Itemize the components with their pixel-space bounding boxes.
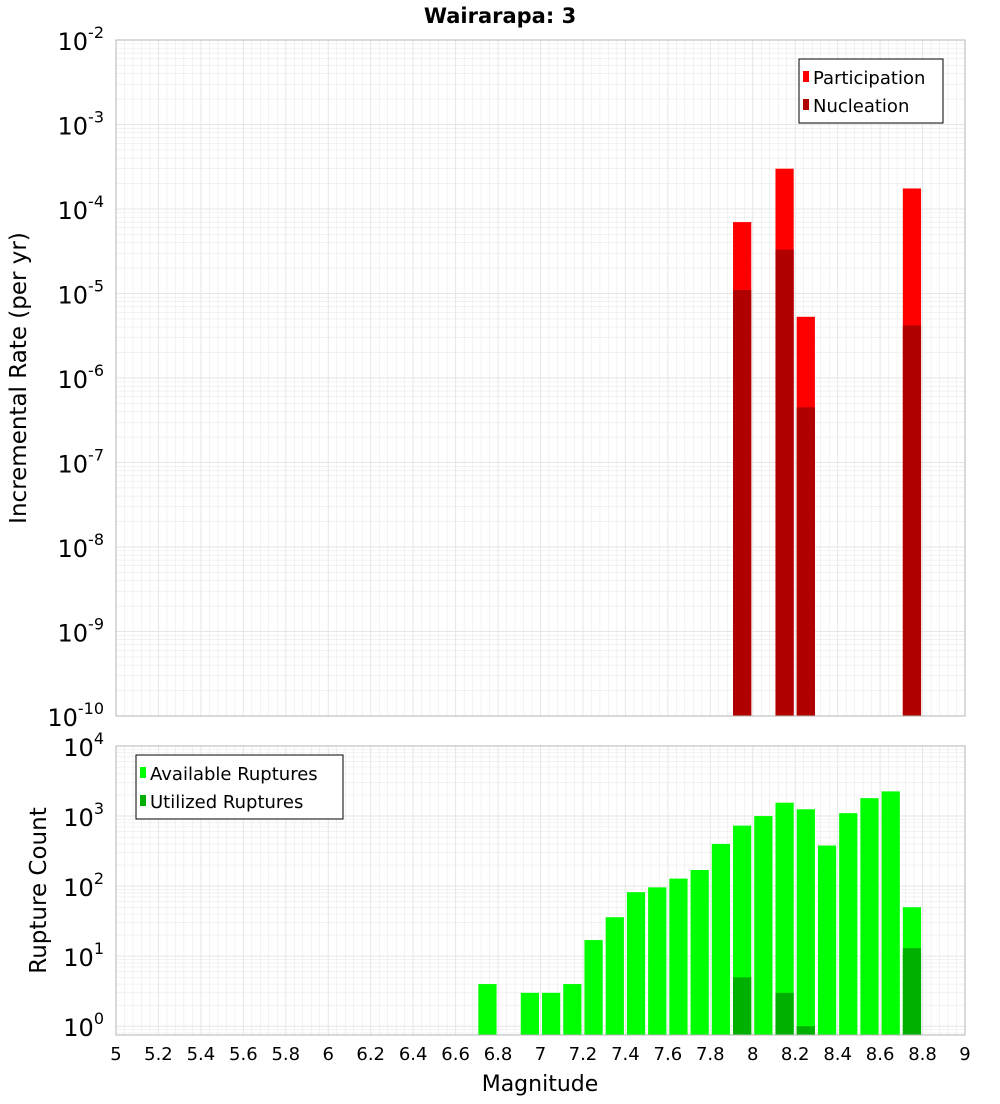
x-tick-label: 5.6 <box>229 1044 258 1065</box>
bar-available <box>796 809 815 1035</box>
bar-utilized <box>733 977 752 1035</box>
bar-available <box>669 878 688 1035</box>
x-tick-label: 6.8 <box>484 1044 513 1065</box>
y-ticks-rate: 10-10 10-9 10-8 10-7 10-6 10-5 10-4 10-3 10-2 <box>47 23 104 732</box>
x-tick-label: 7.6 <box>654 1044 683 1065</box>
y-tick-label: 10-8 <box>58 530 105 563</box>
legend-box <box>135 754 344 820</box>
bar-available <box>520 992 539 1035</box>
x-ticks: 5 5.2 5.4 5.6 5.8 6 6.2 6.4 6.6 6.8 7 7.2 7.4 7.6 7.8 8… <box>110 1044 970 1065</box>
y-tick-label: 103 <box>63 799 104 832</box>
y-tick-label: 10-2 <box>58 23 105 56</box>
x-tick-label: 8.6 <box>866 1044 895 1065</box>
x-tick-label: 9 <box>959 1044 970 1065</box>
legend-label-utilized: Utilized Ruptures <box>150 792 303 813</box>
y-tick-label: 100 <box>63 1009 104 1042</box>
x-tick-label: 5.2 <box>144 1044 173 1065</box>
x-tick-label: 8.4 <box>823 1044 852 1065</box>
bars-count <box>478 791 922 1035</box>
y-tick-label: 101 <box>63 939 104 972</box>
y-tick-label: 104 <box>63 729 104 762</box>
x-tick-label: 8 <box>747 1044 758 1065</box>
x-tick-label: 5.4 <box>187 1044 216 1065</box>
x-tick-label: 8.2 <box>781 1044 810 1065</box>
x-axis-label: Magnitude <box>482 1072 599 1097</box>
y-tick-label: 10-3 <box>58 108 105 141</box>
y-axis-label-count: Rupture Count <box>26 807 52 973</box>
bar-available <box>839 813 858 1035</box>
legend-swatch-utilized <box>140 795 146 806</box>
x-tick-label: 5 <box>110 1044 121 1065</box>
bar-available <box>817 845 837 1035</box>
bar-available <box>775 802 794 1035</box>
legend-swatch-participation <box>803 71 809 82</box>
y-tick-label: 10-7 <box>58 446 105 479</box>
x-tick-label: 6.6 <box>441 1044 470 1065</box>
y-tick-label: 10-4 <box>58 192 105 225</box>
bar-available <box>754 816 773 1035</box>
bar-available <box>605 917 624 1035</box>
bar-available <box>711 843 731 1035</box>
legend-rate: Participation Nucleation <box>798 58 944 124</box>
y-axis-label-rate: Incremental Rate (per yr) <box>6 232 32 524</box>
chart-panel-count: 100 101 102 103 104 Rupture Count <box>26 729 966 1042</box>
bar-available <box>563 984 582 1035</box>
plot-frame-count <box>115 745 966 1036</box>
legend-swatch-nucleation <box>803 99 809 110</box>
x-tick-label: 6 <box>323 1044 334 1065</box>
x-tick-label: 6.2 <box>356 1044 385 1065</box>
bar-utilized <box>902 948 922 1035</box>
bar-available <box>542 992 561 1035</box>
y-tick-label: 10-6 <box>58 361 105 394</box>
legend-swatch-available <box>140 767 146 778</box>
bar-available <box>626 892 646 1035</box>
bar-available <box>690 869 709 1035</box>
x-tick-label: 5.8 <box>271 1044 300 1065</box>
x-tick-label: 7.2 <box>569 1044 598 1065</box>
bar-nucleation <box>733 290 752 716</box>
plot-frame-rate <box>115 39 966 717</box>
bar-nucleation <box>796 407 815 716</box>
y-tick-label: 10-9 <box>58 615 105 648</box>
bar-nucleation <box>775 249 794 716</box>
x-tick-label: 7 <box>535 1044 546 1065</box>
y-ticks-count: 100 101 102 103 104 <box>63 729 104 1042</box>
bars-rate <box>733 168 922 717</box>
bar-available <box>478 984 497 1035</box>
x-tick-label: 6.4 <box>399 1044 428 1065</box>
chart-title: Wairarapa: 3 <box>424 4 576 28</box>
legend-label-nucleation: Nucleation <box>813 96 909 117</box>
legend-box <box>798 58 944 124</box>
bar-available <box>860 798 879 1035</box>
bar-available <box>584 940 603 1035</box>
x-tick-label: 7.4 <box>611 1044 640 1065</box>
bar-available <box>648 887 667 1035</box>
legend-count: Available Ruptures Utilized Ruptures <box>135 754 344 820</box>
bar-nucleation <box>902 325 922 716</box>
y-tick-label: 10-5 <box>58 277 105 310</box>
y-tick-label: 102 <box>63 869 104 902</box>
x-tick-label: 8.8 <box>908 1044 937 1065</box>
legend-label-available: Available Ruptures <box>150 764 318 785</box>
chart-panel-rate: 10-10 10-9 10-8 10-7 10-6 10-5 10-4 10-3 10-2 Inc… <box>6 23 966 732</box>
bar-utilized <box>775 992 794 1035</box>
y-tick-label: 10-10 <box>47 699 104 732</box>
bar-available <box>881 791 900 1035</box>
grid-rate <box>115 39 966 717</box>
bar-utilized <box>796 1026 815 1035</box>
x-tick-label: 7.8 <box>696 1044 725 1065</box>
legend-label-participation: Participation <box>813 68 925 89</box>
